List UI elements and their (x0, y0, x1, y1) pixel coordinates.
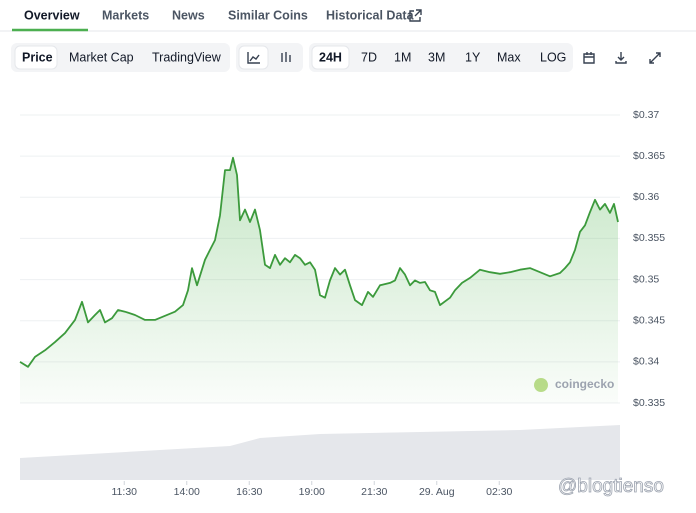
x-tick-label: 16:30 (236, 486, 262, 498)
button[interactable]: Max (497, 50, 521, 64)
calendar-icon[interactable] (583, 52, 595, 64)
chart: $0.335 $0.34 $0.345 $0.35 $0.355 $0.36 $0.365 $… (19, 109, 665, 498)
button[interactable]: 3M (428, 50, 445, 64)
external-icon (409, 9, 422, 22)
price-line (19, 156, 619, 368)
x-tick-label: 14:00 (174, 486, 200, 498)
x-tick-label: 11:30 (112, 486, 138, 498)
button[interactable]: 1Y (465, 50, 481, 64)
range-group (309, 43, 573, 72)
line-icon[interactable] (247, 52, 260, 64)
active-pill (311, 45, 350, 70)
expand-icon[interactable] (649, 52, 661, 64)
brand: coingecko (555, 377, 614, 391)
y-tick-label: $0.35 (633, 273, 659, 285)
button[interactable]: Market Cap (69, 50, 134, 64)
candle-icon[interactable] (281, 52, 291, 62)
button[interactable]: TradingView (152, 50, 222, 64)
tab[interactable]: Similar Coins (228, 8, 308, 22)
tab[interactable]: Overview (24, 8, 80, 22)
button[interactable]: 24H (319, 50, 342, 64)
y-tick-label: $0.365 (633, 150, 665, 162)
button[interactable]: LOG (540, 50, 566, 64)
download-icon[interactable] (615, 52, 627, 64)
tab[interactable]: News (172, 8, 205, 22)
y-tick-label: $0.345 (633, 314, 665, 326)
volume-band (20, 425, 620, 480)
watermark: @blogtienso (558, 476, 664, 497)
button[interactable]: 7D (361, 50, 377, 64)
button[interactable]: Price (22, 50, 53, 64)
x-tick-label: 29. Aug (419, 486, 455, 498)
price-area (20, 157, 618, 403)
active-pill (14, 45, 58, 70)
y-tick-label: $0.335 (633, 397, 665, 409)
button[interactable]: 1M (394, 50, 411, 64)
brand-logo (534, 378, 548, 392)
y-tick-label: $0.37 (633, 109, 659, 121)
view-group (11, 43, 230, 72)
x-tick-label: 21:30 (361, 486, 387, 498)
tab[interactable]: Historical Data (326, 8, 415, 22)
y-tick-label: $0.34 (633, 356, 659, 368)
x-tick-label: 02:30 (486, 486, 512, 498)
y-tick-label: $0.355 (633, 232, 665, 244)
x-tick-label: 19:00 (299, 486, 325, 498)
tab[interactable]: Markets (102, 8, 149, 22)
y-tick-label: $0.36 (633, 191, 659, 203)
